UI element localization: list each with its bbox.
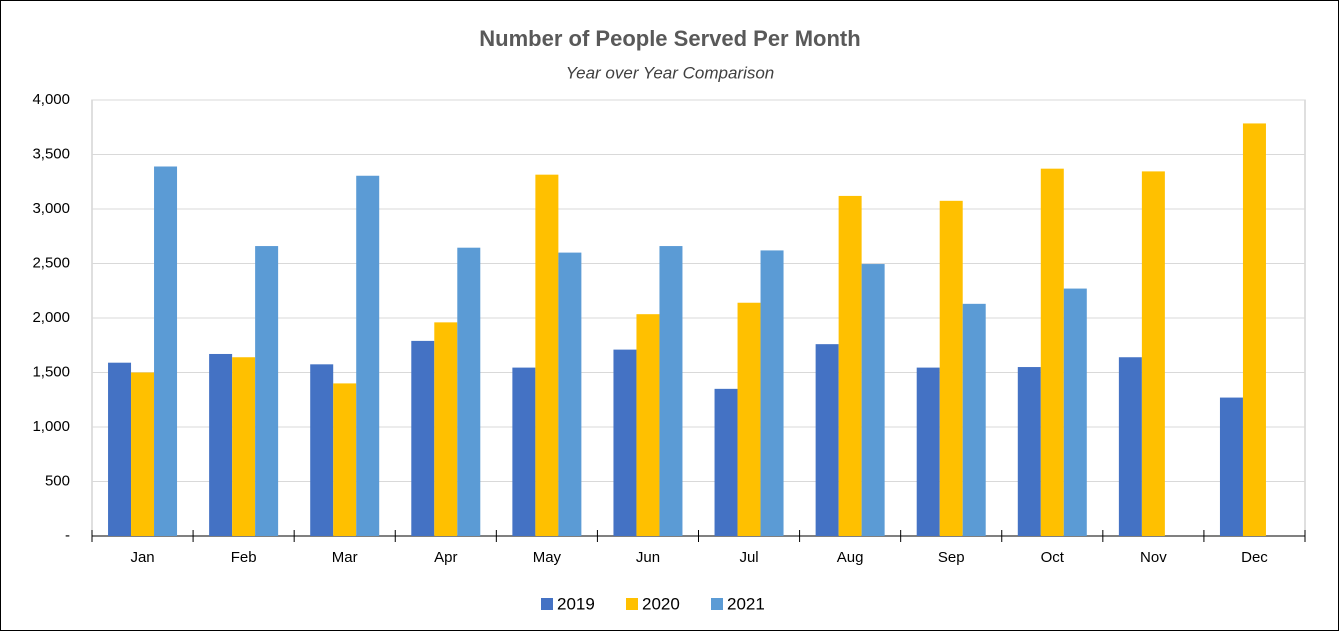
- bar: [613, 349, 637, 536]
- bar: [861, 264, 885, 536]
- x-tick-label: Dec: [1241, 549, 1268, 566]
- y-tick-label: 3,000: [32, 200, 70, 217]
- x-tick-label: Oct: [1041, 549, 1065, 566]
- y-tick-label: 2,500: [32, 254, 70, 271]
- x-tick-label: Jan: [130, 549, 154, 566]
- bar: [457, 247, 481, 536]
- legend-label: 2021: [727, 594, 765, 613]
- x-tick-label: Jul: [739, 549, 758, 566]
- x-tick-label: May: [533, 549, 562, 566]
- x-tick-label: Mar: [332, 549, 358, 566]
- legend-swatch: [711, 598, 723, 610]
- legend-swatch: [626, 598, 638, 610]
- bar: [356, 175, 380, 536]
- bar: [659, 246, 683, 536]
- bar: [815, 344, 839, 536]
- legend-label: 2019: [557, 594, 595, 613]
- bar: [1017, 367, 1041, 536]
- bar: [512, 367, 536, 536]
- chart-title: Number of People Served Per Month: [479, 26, 860, 51]
- legend-swatch: [541, 598, 553, 610]
- bar: [916, 367, 940, 536]
- bar: [1141, 171, 1165, 536]
- x-tick-label: Sep: [938, 549, 965, 566]
- y-tick-label: 1,500: [32, 363, 70, 380]
- y-tick-label: 4,000: [32, 91, 70, 108]
- bar: [838, 195, 862, 537]
- bar: [939, 200, 963, 536]
- bar: [108, 362, 132, 536]
- x-tick-label: Apr: [434, 549, 457, 566]
- chart-subtitle: Year over Year Comparison: [566, 63, 775, 82]
- bar: [1118, 357, 1142, 536]
- bar: [737, 302, 761, 536]
- bar: [558, 252, 582, 536]
- bar: [1219, 397, 1243, 536]
- bar: [760, 250, 784, 537]
- bar: [232, 357, 256, 536]
- y-tick-label: 500: [45, 472, 70, 489]
- bar: [310, 364, 334, 536]
- legend-label: 2020: [642, 594, 680, 613]
- bar: [411, 340, 435, 536]
- bar: [154, 166, 178, 537]
- y-tick-label: 2,000: [32, 309, 70, 326]
- bar: [333, 383, 357, 536]
- bar: [1040, 168, 1064, 537]
- bar: [131, 372, 155, 536]
- bar: [535, 174, 559, 537]
- bar: [962, 303, 986, 536]
- bar: [255, 246, 279, 536]
- bar: [1242, 123, 1266, 536]
- y-tick-label: 3,500: [32, 145, 70, 162]
- y-tick-label: -: [65, 527, 70, 544]
- bar: [714, 388, 738, 536]
- bar: [209, 353, 233, 536]
- x-tick-label: Aug: [837, 549, 864, 566]
- x-tick-label: Jun: [636, 549, 660, 566]
- x-tick-label: Nov: [1140, 549, 1167, 566]
- bar: [1063, 288, 1087, 536]
- bar: [636, 314, 660, 536]
- x-tick-label: Feb: [231, 549, 257, 566]
- bar: [434, 322, 458, 536]
- y-tick-label: 1,000: [32, 418, 70, 435]
